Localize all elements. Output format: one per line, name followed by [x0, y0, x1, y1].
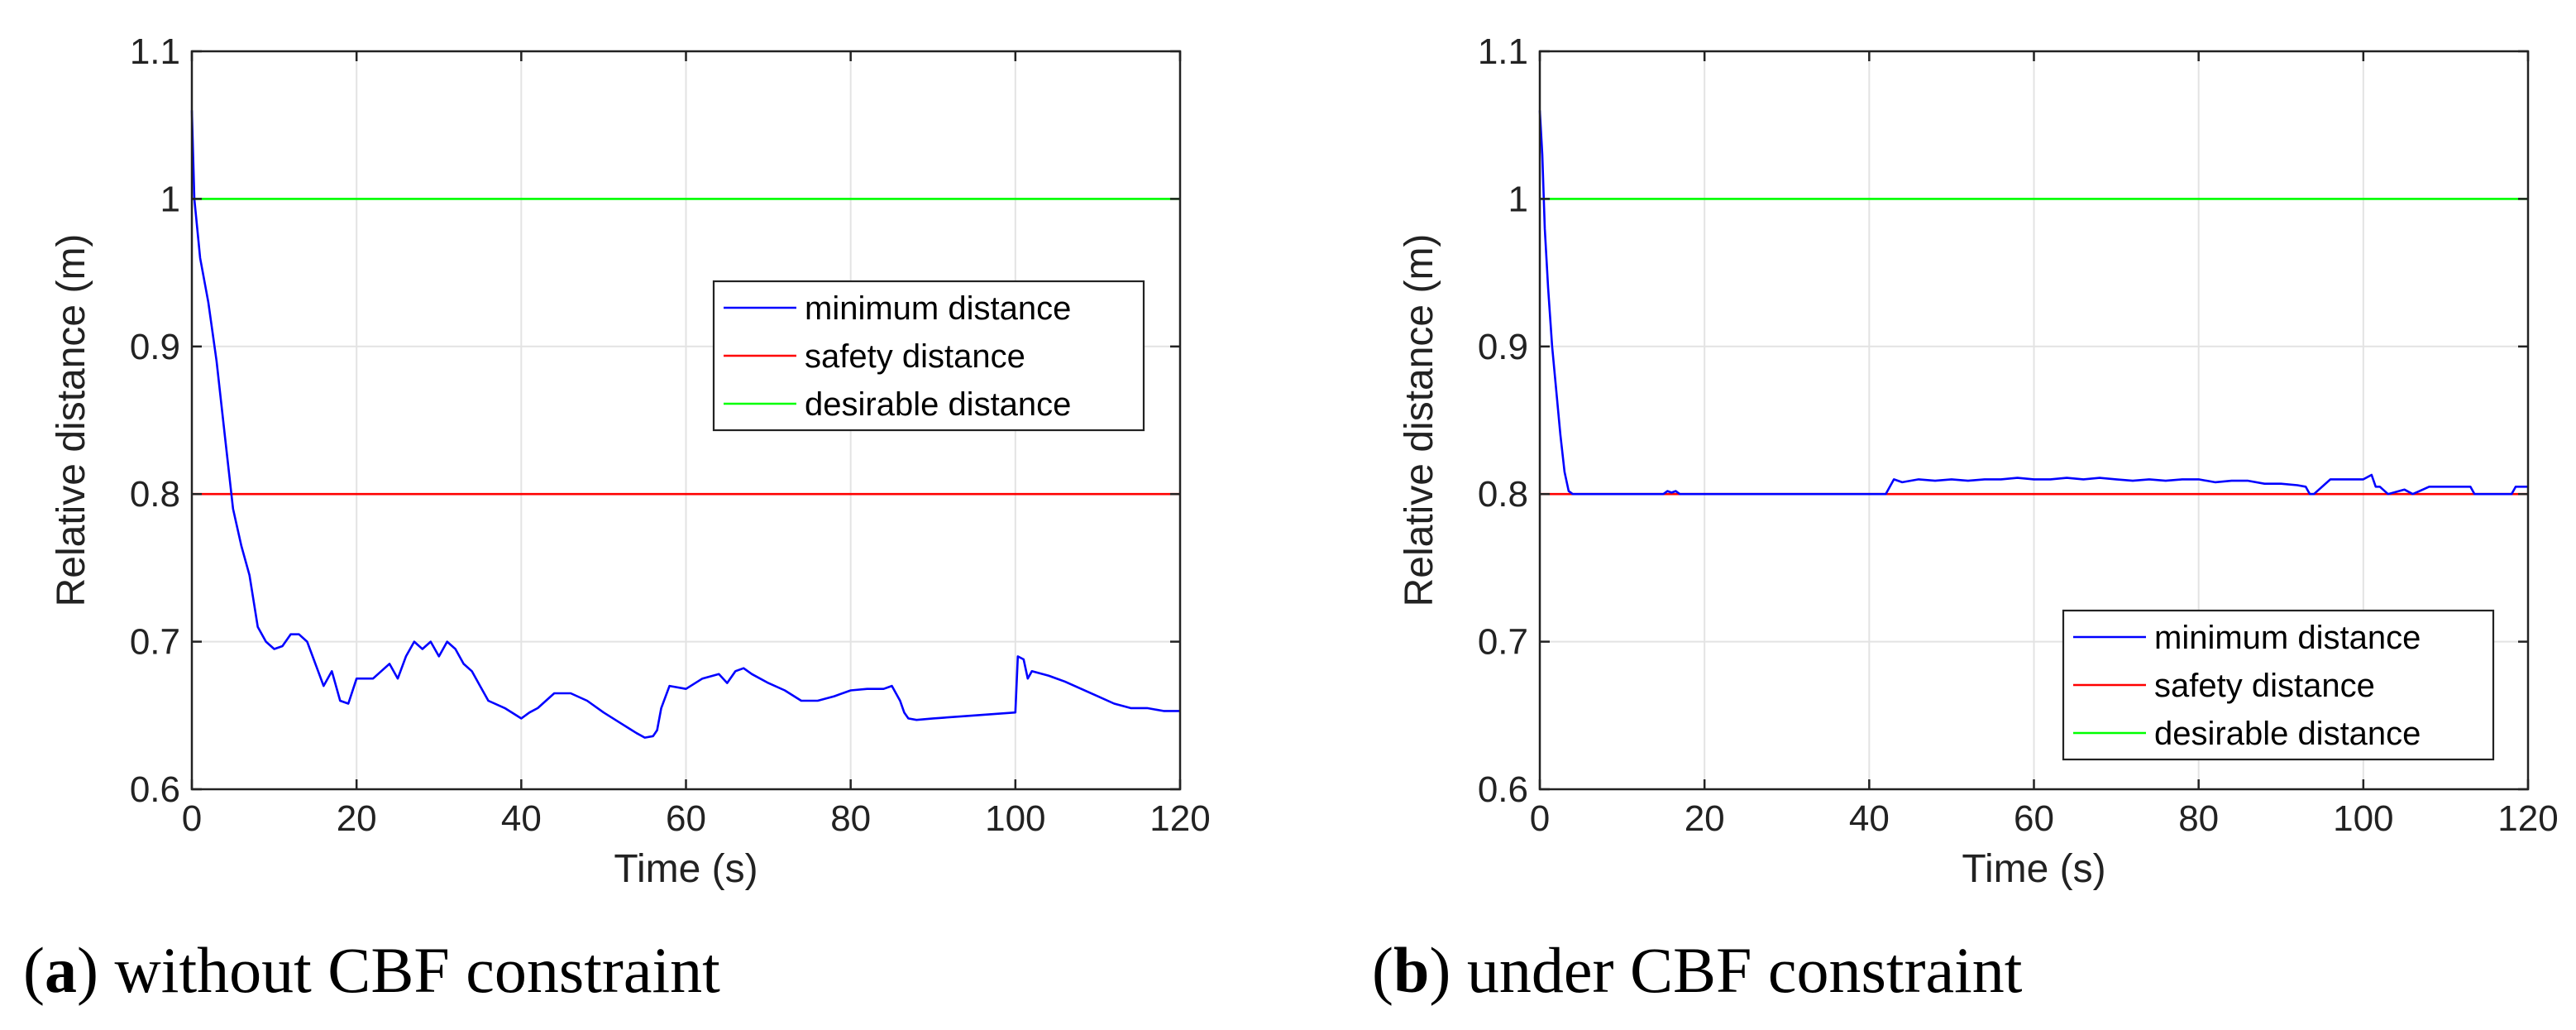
caption-b: (b) under CBF constraint	[1372, 934, 2023, 1006]
x-axis-label: Time (s)	[1962, 847, 2105, 891]
y-tick-label: 0.9	[1478, 327, 1528, 367]
x-tick-label: 60	[2014, 798, 2054, 839]
series-line-minimum-distance	[1538, 110, 2528, 496]
caption-b-letter: b	[1393, 934, 1430, 1006]
x-tick-label: 60	[666, 798, 706, 839]
y-axis-label: Relative distance (m)	[50, 234, 93, 607]
caption-a-letter: a	[44, 934, 77, 1006]
y-tick-label: 1.1	[130, 31, 180, 72]
legend: minimum distance safety distance desirable…	[2062, 609, 2495, 761]
x-tick-label: 20	[1685, 798, 1725, 839]
caption-a-text: without CBF constraint	[98, 934, 720, 1006]
legend-label: desirable distance	[2154, 716, 2421, 752]
x-tick-label: 20	[337, 798, 377, 839]
panel-a: 0 20 40 60 80 100 120 0.6 0.7 0.8 0.9 1 1.1 Time (s) R…	[23, 31, 1211, 1006]
y-axis-label: Relative distance (m)	[1398, 234, 1441, 607]
x-tick-label: 80	[2178, 798, 2219, 839]
legend-label: minimum distance	[2154, 620, 2421, 656]
y-tick-label: 1	[160, 179, 180, 219]
x-tick-label: 80	[830, 798, 871, 839]
y-tick-label: 1	[1508, 179, 1528, 219]
x-tick-label: 100	[985, 798, 1045, 839]
x-tick-label: 0	[1530, 798, 1550, 839]
y-tick-label: 0.6	[130, 769, 180, 810]
x-axis-label: Time (s)	[614, 847, 758, 891]
series-line-minimum-distance	[190, 110, 1180, 739]
y-tick-label: 1.1	[1478, 31, 1528, 72]
y-tick-label: 0.7	[1478, 622, 1528, 663]
y-tick-label: 0.8	[130, 474, 180, 515]
caption-b-text: under CBF constraint	[1450, 934, 2023, 1006]
x-tick-label: 100	[2333, 798, 2393, 839]
y-tick-label: 0.9	[130, 327, 180, 367]
x-tick-label: 0	[182, 798, 202, 839]
y-tick-label: 0.7	[130, 622, 180, 663]
panel-b: 0 20 40 60 80 100 120 0.6 0.7 0.8 0.9 1 1.1 Time (s) R…	[1288, 0, 2575, 1030]
x-tick-label: 40	[501, 798, 542, 839]
x-tick-label: 40	[1849, 798, 1890, 839]
caption-a: (a) without CBF constraint	[23, 934, 720, 1006]
x-tick-label: 120	[1149, 798, 1210, 839]
y-tick-label: 0.8	[1478, 474, 1528, 515]
legend: minimum distance safety distance desirable…	[712, 280, 1145, 432]
x-tick-label: 120	[2497, 798, 2558, 839]
y-tick-label: 0.6	[1478, 769, 1528, 810]
legend-label: minimum distance	[805, 290, 1071, 327]
chart-a: 0 20 40 60 80 100 120 0.6 0.7 0.8 0.9 1 1.1 Time (s) R…	[50, 31, 1211, 891]
legend-label: desirable distance	[805, 386, 1071, 423]
legend-label: safety distance	[805, 338, 1025, 375]
chart-b: 0 20 40 60 80 100 120 0.6 0.7 0.8 0.9 1 1.1 Time (s) R…	[1398, 31, 2559, 891]
legend-label: safety distance	[2154, 668, 2375, 704]
